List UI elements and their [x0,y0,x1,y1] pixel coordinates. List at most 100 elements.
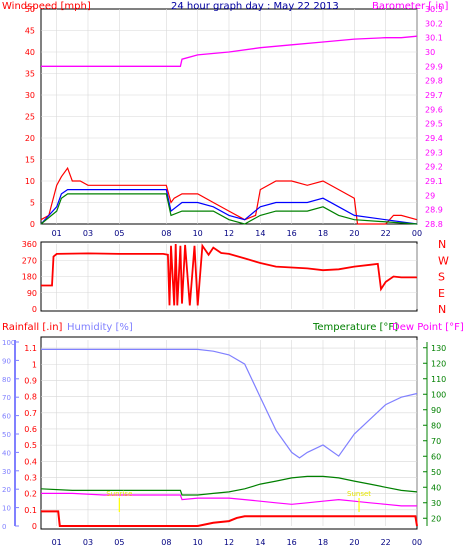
barometer-tick-label: 30 [425,48,435,57]
temperature-tick-label: 30 [431,499,441,508]
humidity-tick-label: 50 [2,431,11,439]
rainfall-tick-label: 0.7 [24,409,37,418]
hour-tick-label: 20 [349,229,359,238]
series-line [41,348,418,459]
rainfall-axis-label: Rainfall [.in] [2,322,63,333]
hour-tick-label: 16 [287,229,297,238]
windspeed-tick-label: 40 [25,48,35,57]
barometer-tick-label: 29.4 [425,134,443,143]
compass-label: N [438,238,446,251]
windspeed-tick-labels: 0 5 10 15 20 25 30 35 40 45 50 [25,5,35,229]
barometer-tick-label: 30.3 [425,5,443,14]
hour-tick-label: 05 [114,538,124,547]
rainfall-tick-label: 0.4 [24,457,37,466]
temperature-tick-label: 70 [431,437,441,446]
barometer-tick-label: 29.9 [425,62,443,71]
hour-tick-label: 14 [255,229,265,238]
windspeed-tick-label: 30 [25,91,35,100]
windspeed-tick-label: 15 [25,156,35,165]
series-line [40,166,418,225]
hour-tick-label: 22 [381,538,391,547]
barometer-axis-label: Barometer [.in] [372,1,448,12]
rainfall-tick-label: 0.1 [24,506,37,515]
barometer-tick-label: 29.3 [425,148,443,157]
barometer-tick-label: 29.7 [425,91,443,100]
hour-tick-label: 08 [161,538,171,547]
windspeed-tick-label: 10 [25,177,35,186]
wind-hour-labels: 01 03 05 08 10 12 14 16 18 20 22 00 [52,229,423,238]
hour-tick-label: 12 [224,229,234,238]
barometer-tick-labels: 28.8 28.9 29 29.1 29.2 29.3 29.4 29.5 29.6 29.7 29… [425,5,443,229]
series-line [40,193,418,225]
humidity-tick-label: 30 [2,468,11,476]
hour-tick-label: 01 [52,229,62,238]
temperature-tick-label: 50 [431,468,441,477]
series-line [40,189,418,225]
barometer-tick-label: 28.8 [425,220,443,229]
humidity-tick-label: 40 [2,449,11,457]
direction-line [41,243,417,306]
barometer-tick-label: 29.8 [425,77,443,86]
rainfall-tick-labels: 0 0.1 0.2 0.3 0.4 0.5 0.6 0.7 0.8 0.9 1 1.1 [24,344,37,531]
windspeed-tick-label: 35 [25,70,35,79]
temperature-tick-label: 90 [431,406,441,415]
windspeed-tick-label: 5 [30,199,35,208]
direction-series [41,243,417,306]
sun-marker-label: Sunset [347,490,371,498]
chart-title: 24 hour graph day : May 22 2013 [171,1,339,12]
temperature-tick-label: 80 [431,421,441,430]
wind-series [40,35,418,225]
windspeed-tick-label: 50 [25,5,35,14]
temperature-tick-label: 20 [431,514,441,523]
rainfall-tick-label: 0.3 [24,473,37,482]
rainfall-tick-label: 0.5 [24,441,37,450]
direction-degree-label: 180 [22,273,37,282]
windspeed-axis-label: Windspeed [mph] [2,1,91,12]
temperature-tick-label: 60 [431,452,441,461]
temperature-tick-label: 120 [431,359,446,368]
temperature-tick-labels: 20 30 40 50 60 70 80 90 100 110 120 130 [423,344,446,523]
hour-tick-label: 20 [349,538,359,547]
direction-degree-label: 0 [32,305,37,314]
series-line [41,510,418,527]
lower-hour-labels: 01 03 05 08 10 12 14 16 18 20 22 00 [52,538,423,547]
barometer-tick-label: 30.1 [425,34,443,43]
rainfall-tick-label: 0.9 [24,376,37,385]
hour-tick-label: 18 [318,538,328,547]
compass-label: E [438,287,445,300]
barometer-tick-label: 29.1 [425,177,443,186]
barometer-tick-label: 29.2 [425,163,443,172]
humidity-tick-label: 0 [2,523,6,531]
humidity-tick-labels: 0 10 20 30 40 50 60 70 80 90 100 [2,339,19,531]
rainfall-tick-label: 0 [32,522,37,531]
humidity-tick-label: 10 [2,505,11,513]
humidity-axis-label: Humidity [%] [67,322,133,333]
rainfall-tick-label: 0.2 [24,490,37,499]
barometer-tick-label: 29 [425,191,435,200]
hour-tick-label: 00 [412,229,422,238]
barometer-tick-label: 29.6 [425,105,443,114]
series-line [41,35,418,67]
dewpoint-axis-label: Dew Point [°F] [392,322,464,333]
hour-tick-label: 10 [193,229,203,238]
lower-series [40,348,418,527]
humidity-tick-label: 60 [2,413,11,421]
humidity-tick-label: 70 [2,394,11,402]
hour-tick-label: 01 [52,538,62,547]
hour-tick-label: 00 [412,538,422,547]
compass-label: N [438,303,446,316]
direction-degree-label: 270 [22,256,37,265]
series-line [40,475,418,496]
rainfall-tick-label: 0.8 [24,393,37,402]
humidity-tick-label: 80 [2,376,11,384]
temperature-axis-label: Temperature [°F] [312,322,398,333]
temperature-tick-label: 110 [431,375,446,384]
hour-tick-label: 08 [161,229,171,238]
humidity-tick-label: 100 [2,339,15,347]
humidity-tick-label: 90 [2,357,11,365]
rainfall-tick-label: 0.6 [24,425,37,434]
